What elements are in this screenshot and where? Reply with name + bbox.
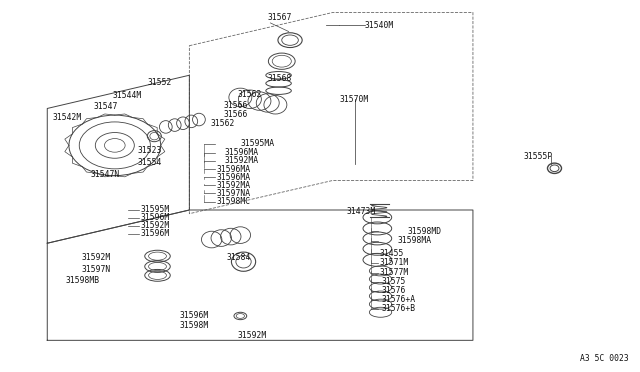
Text: 31598MA: 31598MA xyxy=(397,236,432,245)
Text: 31596M: 31596M xyxy=(180,311,209,320)
Text: 31542M: 31542M xyxy=(52,113,82,122)
Text: 31554: 31554 xyxy=(137,157,161,167)
Text: 31547N: 31547N xyxy=(91,170,120,179)
Text: 31567: 31567 xyxy=(268,13,292,22)
Text: 31598MC: 31598MC xyxy=(217,197,251,206)
Text: 31562: 31562 xyxy=(237,90,262,99)
Text: 31598MB: 31598MB xyxy=(65,276,99,285)
Text: 31455: 31455 xyxy=(380,249,404,258)
Text: 31597N: 31597N xyxy=(81,264,110,273)
Text: 31596M: 31596M xyxy=(140,230,170,238)
Text: 31570M: 31570M xyxy=(339,95,369,104)
Text: 31473M: 31473M xyxy=(347,207,376,217)
Text: 31598M: 31598M xyxy=(180,321,209,330)
Text: 31596MA: 31596MA xyxy=(225,148,259,157)
Text: 31562: 31562 xyxy=(211,119,235,128)
Text: 31596M: 31596M xyxy=(140,213,170,222)
Text: 31540M: 31540M xyxy=(365,21,394,30)
Text: 31577M: 31577M xyxy=(380,268,408,277)
Text: 31523: 31523 xyxy=(137,147,161,155)
Text: 31576+A: 31576+A xyxy=(382,295,416,304)
Text: 31597NA: 31597NA xyxy=(217,189,251,198)
Text: 31544M: 31544M xyxy=(113,91,142,100)
Text: 31584: 31584 xyxy=(227,253,251,263)
Text: 31592M: 31592M xyxy=(140,221,170,230)
Text: 31596MA: 31596MA xyxy=(217,173,251,182)
Text: A3 5C 0023: A3 5C 0023 xyxy=(580,354,629,363)
Text: 31547: 31547 xyxy=(94,102,118,111)
Text: 31566: 31566 xyxy=(223,101,248,110)
Text: 31576+B: 31576+B xyxy=(382,304,416,313)
Text: 31568: 31568 xyxy=(268,74,292,83)
Text: 31555P: 31555P xyxy=(524,152,553,161)
Text: 31575: 31575 xyxy=(382,278,406,286)
Text: 31592MA: 31592MA xyxy=(225,156,259,166)
Text: 31552: 31552 xyxy=(148,78,172,87)
Text: 31595M: 31595M xyxy=(140,205,170,214)
Text: 31596MA: 31596MA xyxy=(217,164,251,173)
Text: 31566: 31566 xyxy=(223,109,248,119)
Text: 31571M: 31571M xyxy=(380,258,408,267)
Text: 31592MA: 31592MA xyxy=(217,181,251,190)
Text: 31595MA: 31595MA xyxy=(241,139,275,148)
Text: 31592M: 31592M xyxy=(81,253,110,263)
Text: 31592M: 31592M xyxy=(237,331,266,340)
Text: 31576: 31576 xyxy=(382,286,406,295)
Text: 31598MD: 31598MD xyxy=(408,227,442,235)
